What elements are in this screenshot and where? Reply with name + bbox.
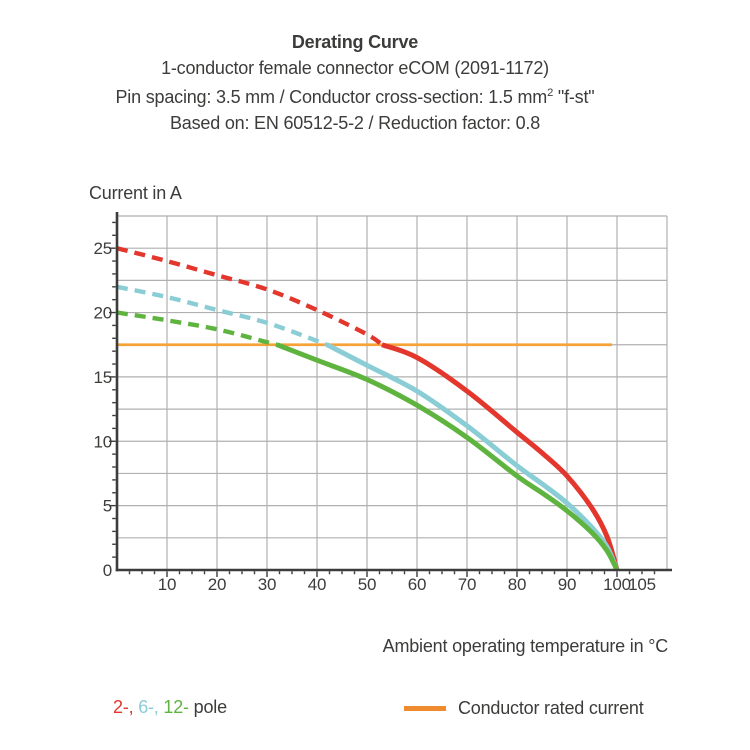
chart-header: Derating Curve 1-conductor female connec… xyxy=(0,30,710,137)
text-segment: 2-, xyxy=(113,697,134,717)
y-axis-title: Current in A xyxy=(89,183,182,203)
rated-current-swatch xyxy=(404,705,446,711)
x-tick-label: 80 xyxy=(508,575,527,594)
legend-poles: 2-, 6-, 12- pole xyxy=(113,697,227,718)
y-tick-label: 5 xyxy=(103,497,112,516)
text-segment: Pin spacing: 3.5 mm / Conductor cross-se… xyxy=(115,87,548,108)
x-axis-title: Ambient operating temperature in °C xyxy=(382,636,669,656)
curve-6-pole-solid xyxy=(325,342,620,571)
grid-lines xyxy=(117,215,668,570)
text-segment: pole xyxy=(188,697,227,717)
curve-6-pole-dashed xyxy=(116,284,328,347)
y-tick-label: 0 xyxy=(103,561,112,580)
curve-12-pole-dashed xyxy=(116,310,278,347)
chart-title: Derating Curve xyxy=(291,32,419,52)
x-tick-label: 100 xyxy=(603,575,631,594)
curve-12-pole-solid xyxy=(276,342,620,572)
axis-ticks xyxy=(109,221,656,577)
x-tick-label: 70 xyxy=(458,575,477,594)
y-tick-label: 20 xyxy=(93,304,112,323)
x-tick-label: 40 xyxy=(308,575,327,594)
curve-2-pole-solid xyxy=(381,342,620,571)
text-segment: 6-, xyxy=(133,697,159,717)
x-tick-label: 105 xyxy=(628,575,656,594)
x-tick-label: 30 xyxy=(258,575,277,594)
axes xyxy=(115,212,672,572)
x-tick-label: 20 xyxy=(208,575,227,594)
chart-subtitle-specs: Pin spacing: 3.5 mm / Conductor cross-se… xyxy=(0,81,710,111)
text-segment: "f-st" xyxy=(553,87,595,108)
y-tick-label: 25 xyxy=(93,239,112,258)
y-tick-label: 10 xyxy=(93,432,112,451)
y-tick-labels: 0 5 10 15 20 25 xyxy=(93,239,112,580)
rated-current-label: Conductor rated current xyxy=(458,697,644,718)
x-tick-label: 10 xyxy=(158,575,177,594)
x-tick-label: 60 xyxy=(408,575,427,594)
chart-subtitle-standard: Based on: EN 60512-5-2 / Reduction facto… xyxy=(169,113,541,134)
x-tick-label: 50 xyxy=(358,575,377,594)
text-segment: 12- xyxy=(158,697,189,717)
chart-subtitle-product: 1-conductor female connector eCOM (2091-… xyxy=(161,57,549,78)
legend-rated-current: Conductor rated current xyxy=(404,697,644,719)
y-tick-label: 15 xyxy=(93,368,112,387)
text-segment: 2 xyxy=(547,87,554,100)
x-tick-label: 90 xyxy=(558,575,577,594)
